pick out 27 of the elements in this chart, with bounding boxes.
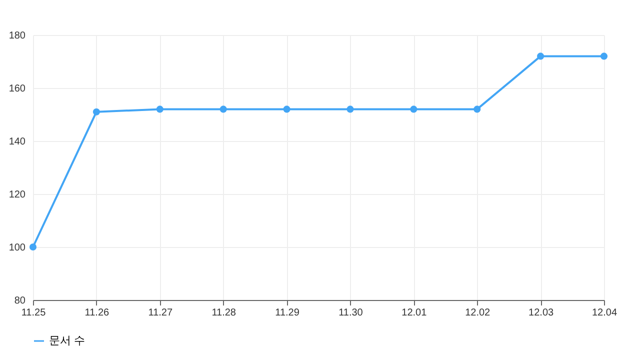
x-tick-label: 12.01 bbox=[402, 308, 428, 318]
x-tick-label: 11.29 bbox=[275, 308, 300, 318]
point bbox=[156, 106, 164, 113]
point bbox=[537, 52, 544, 60]
point bbox=[29, 243, 37, 251]
x-tick-label: 12.02 bbox=[465, 308, 491, 318]
x-tick-label: 11.28 bbox=[212, 308, 236, 318]
point bbox=[600, 52, 608, 60]
x-tick-label: 11.27 bbox=[148, 308, 173, 318]
y-tick-label: 180 bbox=[8, 30, 26, 42]
point bbox=[220, 106, 227, 113]
y-tick-label: 100 bbox=[8, 242, 26, 254]
x-tick-label: 12.04 bbox=[592, 308, 618, 318]
point bbox=[283, 106, 290, 113]
y-tick-label: 120 bbox=[8, 190, 26, 200]
point bbox=[410, 106, 418, 113]
point bbox=[92, 108, 100, 116]
legend-label: 문서 수 bbox=[49, 335, 86, 346]
point bbox=[474, 106, 481, 113]
point bbox=[346, 106, 354, 113]
y-tick-label: 80 bbox=[14, 296, 26, 306]
x-tick-label: 12.03 bbox=[528, 308, 554, 318]
x-tick-label: 11.30 bbox=[338, 308, 364, 318]
x-tick-label: 11.25 bbox=[21, 308, 46, 318]
x-tick-label: 11.26 bbox=[84, 308, 110, 318]
y-tick-label: 140 bbox=[8, 136, 26, 148]
y-tick-label: 160 bbox=[8, 84, 26, 94]
